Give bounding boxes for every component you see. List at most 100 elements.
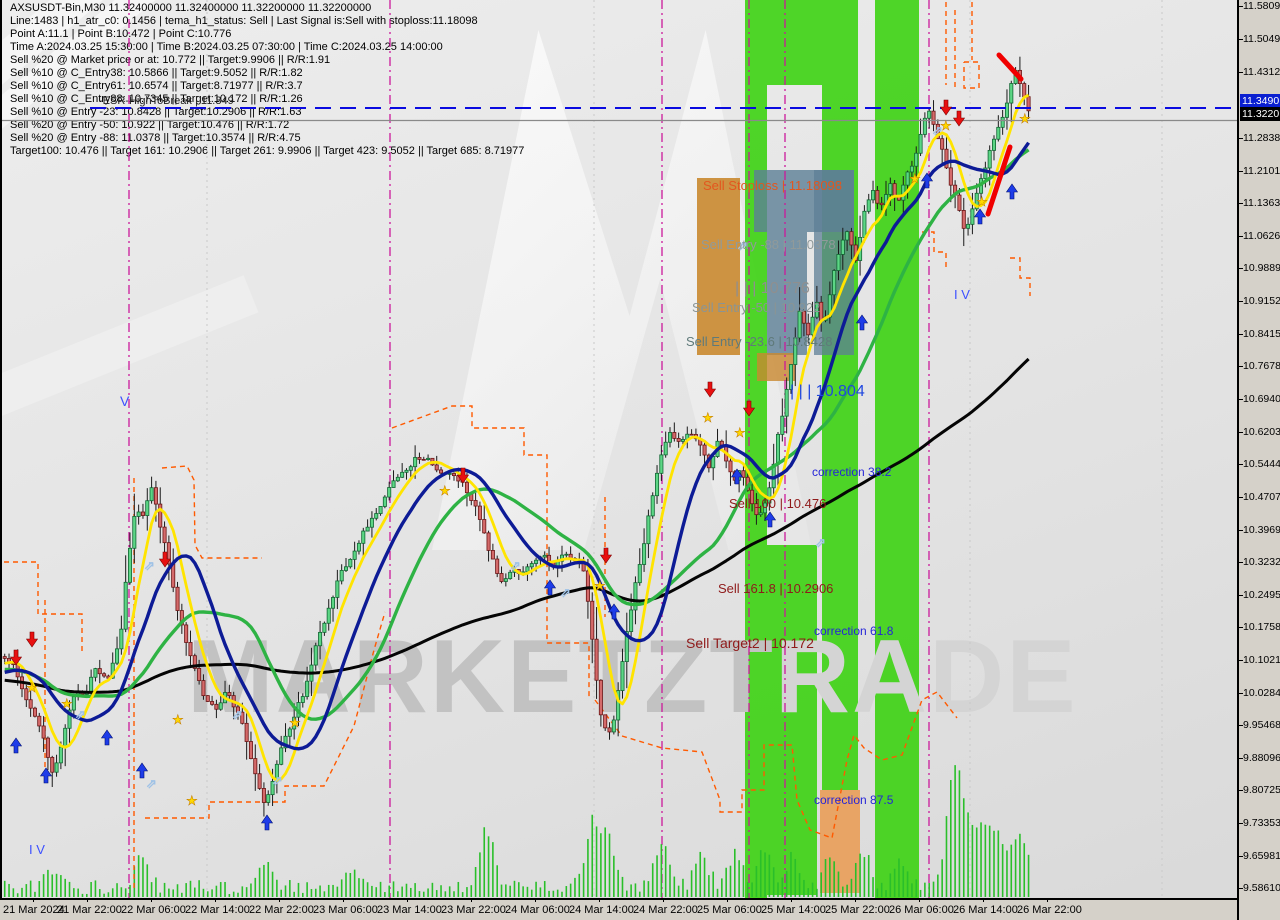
buy-signal-arrow[interactable] — [39, 767, 53, 784]
buy-signal-arrow[interactable] — [543, 579, 557, 596]
hollow-arrow-marker[interactable]: ⇗ — [75, 707, 86, 722]
correction-382-label[interactable]: correction 38.2 — [812, 465, 892, 479]
buy-signal-arrow[interactable] — [763, 511, 777, 528]
sell-100-label[interactable]: Sell 100 | 10.476 — [729, 496, 827, 511]
esr-high-to-break-label[interactable]: -ESR-HighToBreak | 11.349 — [99, 95, 234, 107]
buy-signal-arrow[interactable] — [135, 762, 149, 779]
stoploss-trail[interactable] — [963, 61, 980, 89]
sell-signal-arrow[interactable] — [158, 551, 172, 568]
sell-signal-arrow[interactable] — [939, 99, 953, 116]
time-axis[interactable]: 21 Mar 2024 21 Mar 22:00 22 Mar 06:00 22 Ma… — [0, 898, 1237, 920]
star-marker[interactable]: ★ — [172, 712, 184, 728]
pivot-10804-label[interactable]: | | | 10.804 — [790, 383, 865, 400]
price-axis-tick — [1239, 399, 1243, 400]
star-marker[interactable]: ★ — [186, 793, 198, 809]
stoploss-trail[interactable] — [391, 405, 590, 697]
correction-875-zone[interactable] — [820, 790, 860, 893]
signal-band-top[interactable] — [767, 0, 822, 85]
star-marker[interactable]: ★ — [702, 410, 714, 426]
sell-signal-arrow[interactable] — [742, 400, 756, 417]
sell-signal-arrow[interactable] — [599, 547, 613, 564]
star-marker[interactable]: ★ — [439, 483, 451, 499]
price-axis-tick — [1239, 6, 1243, 7]
hollow-arrow-marker[interactable]: ⇗ — [146, 776, 157, 791]
hollow-arrow-marker[interactable]: ⇗ — [232, 707, 243, 722]
sell-target2-label[interactable]: Sell Target2 | 10.172 — [686, 635, 814, 651]
buy-signal-arrow[interactable] — [973, 208, 987, 225]
sell-signal-arrow[interactable] — [952, 110, 966, 127]
wave-v-label[interactable]: V — [120, 393, 130, 409]
sell-signal-arrow[interactable] — [25, 631, 39, 648]
buy-signal-arrow[interactable] — [100, 729, 114, 746]
signal-band-low[interactable] — [767, 545, 817, 895]
trend-segment[interactable] — [985, 144, 1013, 217]
candle-body — [585, 570, 590, 602]
price-axis[interactable]: 11.58090 11.50490 11.43120 11.28380 11.21010… — [1237, 0, 1280, 920]
sell-entry-236-label[interactable]: Sell Entry -23.6 | 10.8428 — [686, 334, 833, 349]
star-marker[interactable]: ★ — [976, 194, 988, 210]
hollow-arrow-marker[interactable]: ⇗ — [560, 585, 571, 600]
candle-body — [633, 582, 638, 611]
hollow-arrow-marker[interactable]: ⇗ — [144, 558, 155, 573]
hollow-arrow-marker[interactable]: ⇗ — [272, 773, 283, 788]
buy-signal-arrow[interactable] — [730, 468, 744, 485]
pivot-10776-label[interactable]: | | | 10.776 — [735, 280, 810, 297]
buy-signal-arrow[interactable] — [9, 737, 23, 754]
buy-signal-arrow[interactable] — [1005, 183, 1019, 200]
star-marker[interactable]: ★ — [61, 696, 73, 712]
sell-entry-50-label[interactable]: Sell Entry -50 | 10.922 — [692, 300, 821, 315]
wave-iv-label-right[interactable]: I V — [954, 287, 970, 302]
buy-signal-arrow[interactable] — [607, 603, 621, 620]
signal-band-3[interactable] — [875, 0, 919, 898]
hollow-arrow-marker[interactable]: ⇗ — [510, 558, 521, 573]
star-marker[interactable]: ★ — [26, 680, 38, 696]
stoploss-trail[interactable] — [161, 465, 262, 559]
signal-band-2[interactable] — [822, 0, 858, 790]
sell-signal-arrow[interactable] — [703, 381, 717, 398]
stoploss-trail[interactable] — [1010, 257, 1031, 296]
sell-signal-arrow[interactable] — [456, 467, 470, 484]
time-axis-tick — [279, 898, 280, 902]
candle-body — [175, 586, 180, 611]
wave-iv-label-left[interactable]: I V — [29, 842, 45, 857]
candle-body — [607, 727, 612, 733]
hollow-arrow-marker[interactable]: ⇗ — [815, 535, 826, 550]
candle-body — [797, 310, 802, 339]
price-axis-tick — [1239, 758, 1243, 759]
chart-canvas[interactable]: MARKETZTRADE AXSUSDT-Bin,M30 11.32400000… — [0, 0, 1237, 898]
time-axis-label: 23 Mar 06:00 — [313, 904, 378, 916]
candle-body — [89, 676, 94, 693]
hollow-arrow-marker[interactable]: ⇗ — [932, 123, 943, 138]
candle-body — [300, 696, 305, 703]
star-marker[interactable]: ★ — [909, 171, 921, 187]
correction-875-label[interactable]: correction 87.5 — [814, 793, 894, 807]
info-line: Sell %20 @ Entry -50: 10.922 || Target:1… — [10, 119, 290, 131]
stoploss-zone[interactable] — [697, 178, 740, 355]
candle-body — [235, 706, 240, 713]
star-marker[interactable]: ★ — [940, 118, 952, 134]
star-marker[interactable]: ★ — [594, 578, 606, 594]
buy-signal-arrow[interactable] — [260, 814, 274, 831]
buy-signal-arrow[interactable] — [920, 172, 934, 189]
sell-1618-label[interactable]: Sell 161.8 | 10.2906 — [718, 581, 834, 596]
brand-watermark-dark: MARKETZT — [187, 619, 775, 735]
candle-body — [240, 711, 245, 724]
correction-618-label[interactable]: correction 61.8 — [814, 624, 894, 638]
time-axis-tick — [33, 898, 34, 902]
hollow-arrow-marker[interactable]: ⇗ — [737, 238, 748, 253]
sell-signal-arrow[interactable] — [9, 649, 23, 666]
stoploss-trail[interactable] — [922, 231, 947, 268]
star-marker[interactable]: ★ — [734, 425, 746, 441]
buy-signal-arrow[interactable] — [855, 314, 869, 331]
stoploss-trail[interactable] — [4, 561, 83, 652]
price-axis-tick — [1239, 530, 1243, 531]
stoploss-trail[interactable] — [145, 611, 386, 819]
stoploss-trail[interactable] — [594, 691, 958, 839]
entry-zone-d[interactable] — [757, 353, 795, 381]
sell-entry-88-label[interactable]: Sell Entry -88 | 11.0378 — [701, 237, 836, 252]
star-marker[interactable]: ★ — [1019, 111, 1031, 127]
price-axis-label: 11.21010 — [1243, 165, 1280, 177]
star-marker[interactable]: ★ — [289, 715, 301, 731]
trend-segment[interactable] — [996, 52, 1024, 82]
sell-stoploss-label[interactable]: Sell Stoploss | 11.18098 — [703, 178, 843, 193]
